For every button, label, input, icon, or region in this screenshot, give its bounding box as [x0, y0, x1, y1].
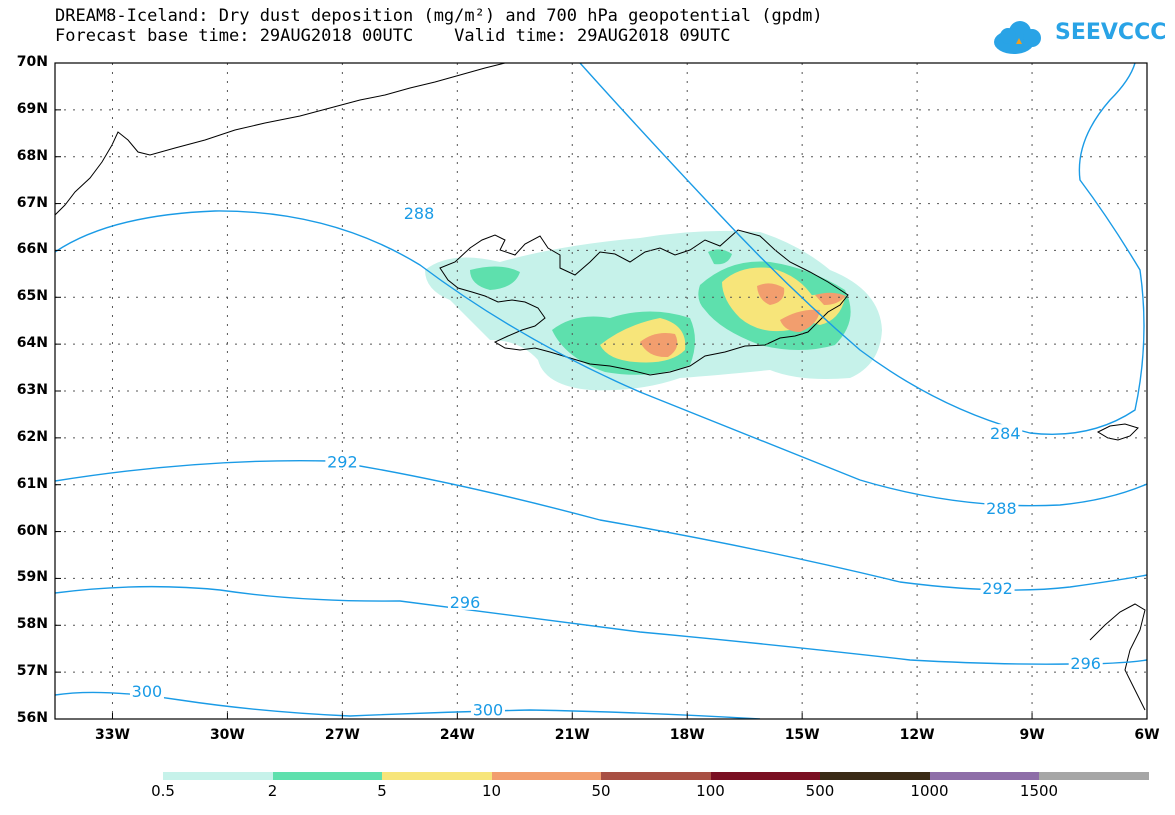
- map-title-line-1: DREAM8-Iceland: Dry dust deposition (mg/…: [55, 6, 823, 26]
- longitude-label: 12W: [899, 727, 935, 743]
- longitude-label: 24W: [439, 727, 475, 743]
- colorbar-label: 0.5: [151, 782, 175, 800]
- longitude-label: 18W: [669, 727, 705, 743]
- latitude-label: 59N: [16, 569, 48, 586]
- colorbar-label: 2: [267, 782, 278, 800]
- contour-label-background: [325, 452, 360, 470]
- longitude-label: 15W: [784, 727, 820, 743]
- latitude-label: 61N: [16, 475, 48, 492]
- colorbar-segment: [163, 772, 273, 780]
- dust-deposition-fill: [425, 230, 882, 391]
- colorbar-segment: [272, 772, 382, 780]
- longitude-label: 9W: [1019, 727, 1045, 743]
- longitude-label: 6W: [1134, 727, 1160, 743]
- contour-label: 288: [986, 499, 1017, 518]
- longitude-label: 21W: [554, 727, 590, 743]
- contour-label-background: [988, 424, 1023, 442]
- latitude-label: 69N: [16, 100, 48, 117]
- latitude-label: 63N: [16, 382, 48, 398]
- contour-label: 300: [473, 701, 504, 720]
- axis-ticks: [55, 62, 1148, 720]
- colorbar-segment: [491, 772, 601, 780]
- colorbar-segment: [601, 772, 711, 780]
- contour-labels: 288 292 296 300 300 284 288 292 296: [129, 203, 1103, 720]
- latitude-label: 62N: [16, 428, 48, 445]
- contour-label-background: [447, 592, 482, 610]
- deposition-level-10: [640, 283, 846, 358]
- latitude-label: 66N: [16, 241, 48, 258]
- colorbar-segment: [1039, 772, 1149, 780]
- latitude-label: 67N: [16, 194, 48, 211]
- greenland-coastline: [55, 63, 506, 216]
- contour-292: [55, 459, 1147, 591]
- graticule: [55, 63, 1147, 719]
- contour-label-background: [984, 499, 1019, 517]
- contour-label-background: [980, 578, 1015, 596]
- colorbar-segment: [929, 772, 1039, 780]
- longitude-label: 27W: [324, 727, 360, 743]
- latitude-label: 65N: [16, 288, 48, 305]
- seevccc-logo-text: SEEVCCC: [1055, 20, 1167, 45]
- contour-label: 300: [132, 682, 163, 701]
- longitude-label: 30W: [209, 727, 245, 743]
- colorbar-label: 500: [805, 782, 835, 800]
- colorbar-label: 50: [591, 782, 611, 800]
- latitude-label: 68N: [16, 147, 48, 164]
- coastlines: [55, 63, 1146, 711]
- colorbar-label: 1500: [1019, 782, 1059, 800]
- scotland-coastline: [1089, 603, 1146, 711]
- contour-label: 296: [1070, 654, 1101, 673]
- latitude-label: 56N: [16, 710, 48, 726]
- contour-label-background: [129, 681, 164, 699]
- latitude-label: 60N: [16, 522, 48, 539]
- contour-label-background: [1068, 653, 1103, 671]
- colorbar-segment: [820, 772, 930, 780]
- contour-label: 296: [450, 593, 481, 612]
- contour-label: 288: [404, 204, 435, 223]
- contour-label-background: [470, 700, 505, 718]
- map-title-line-2: Forecast base time: 29AUG2018 00UTC Vali…: [55, 26, 731, 46]
- colorbar-label: 100: [696, 782, 725, 800]
- latitude-label: 58N: [16, 616, 48, 633]
- contour-284: [579, 63, 1145, 436]
- contour-296: [55, 585, 1147, 665]
- longitude-label: 33W: [95, 727, 130, 743]
- colorbar-label: 1000: [910, 782, 949, 800]
- contour-label: 292: [982, 579, 1013, 598]
- colorbar-label: 5: [377, 782, 387, 800]
- latitude-label: 57N: [16, 663, 48, 680]
- colorbar-label: 10: [481, 782, 502, 800]
- latitude-label: 70N: [16, 54, 48, 70]
- colorbar-segment: [710, 772, 820, 780]
- contour-label: 284: [990, 424, 1021, 443]
- contour-label-background: [402, 203, 436, 221]
- contour-label: 292: [327, 452, 358, 471]
- latitude-label: 64N: [16, 335, 48, 352]
- colorbar-segment: [382, 772, 492, 780]
- cloud-icon: [994, 21, 1041, 54]
- seevccc-logo: [994, 21, 1041, 54]
